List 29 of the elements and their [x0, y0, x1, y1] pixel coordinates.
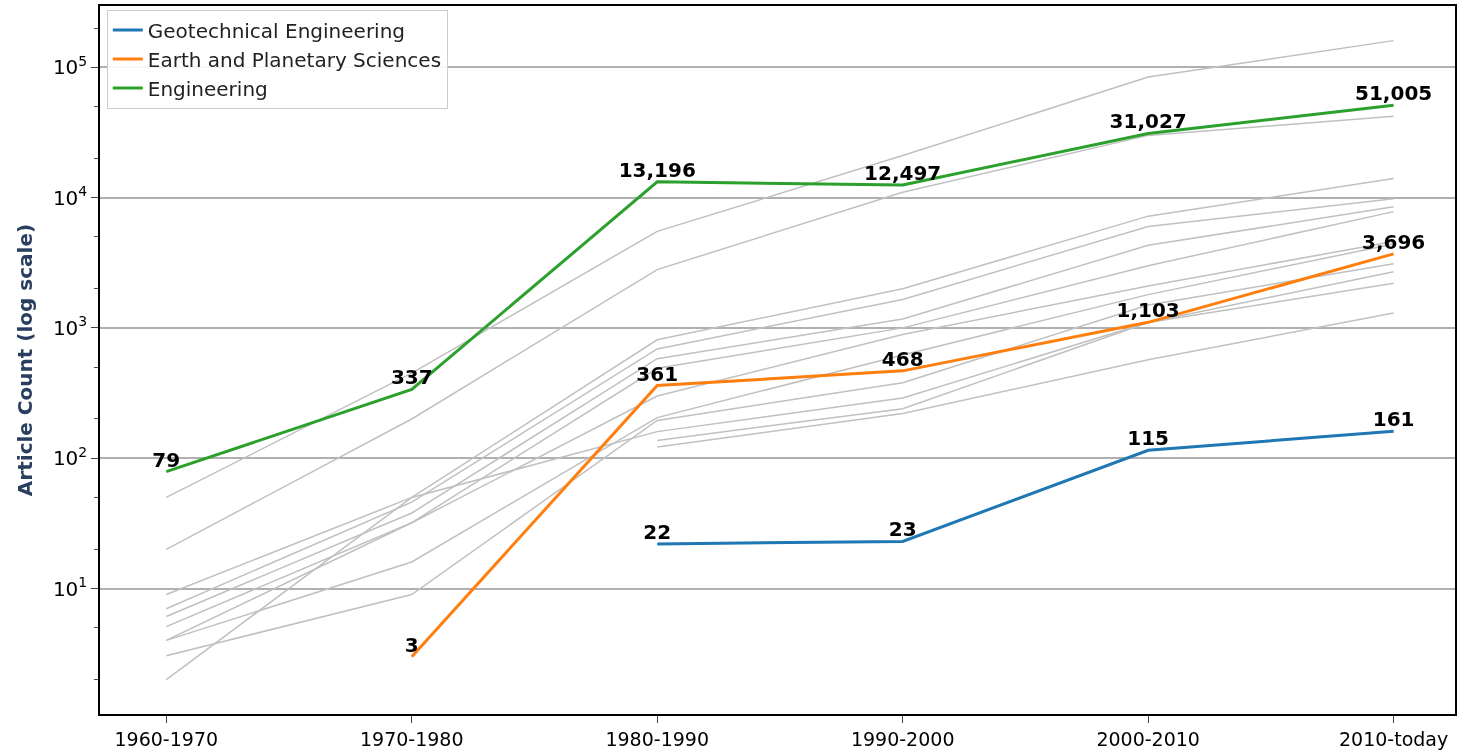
y-tick-label: 10$^{4}$: [52, 183, 88, 210]
x-tick-label: 1970-1980: [359, 727, 464, 750]
x-tick-label: 1980-1990: [605, 727, 710, 750]
y-axis-title: Article Count (log scale): [12, 223, 37, 497]
data-label: 12,497: [864, 160, 942, 185]
x-tick-label: 2010-today: [1339, 727, 1449, 750]
x-tick-label: 2000-2010: [1096, 727, 1200, 750]
y-tick-label: 10$^{5}$: [52, 52, 88, 80]
legend-label: Geotechnical Engineering: [147, 18, 406, 43]
data-label: 161: [1372, 407, 1415, 432]
data-label: 51,005: [1355, 81, 1433, 106]
data-label: 3,696: [1362, 229, 1426, 254]
data-label: 1,103: [1116, 298, 1180, 323]
data-label: 22: [643, 519, 672, 544]
data-label: 13,196: [618, 157, 696, 182]
data-label: 115: [1127, 426, 1170, 451]
data-label: 468: [881, 346, 924, 371]
x-tick-label: 1990-2000: [850, 727, 955, 750]
y-tick-label: 10$^{2}$: [52, 443, 88, 471]
data-label: 3: [404, 632, 419, 657]
data-label: 31,027: [1109, 109, 1187, 134]
data-label: 23: [888, 517, 917, 542]
y-tick-label: 10$^{1}$: [52, 574, 88, 601]
data-label: 79: [152, 447, 181, 472]
data-label: 361: [636, 361, 679, 386]
legend-label: Earth and Planetary Sciences: [147, 47, 442, 72]
y-tick-label: 10$^{3}$: [52, 313, 88, 340]
legend-label: Engineering: [147, 76, 268, 101]
x-tick-label: 1960-1970: [114, 727, 219, 750]
